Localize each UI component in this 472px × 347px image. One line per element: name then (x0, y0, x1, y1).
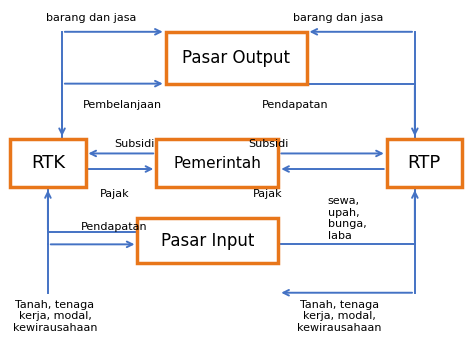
Text: Pendapatan: Pendapatan (262, 100, 329, 110)
Text: Tanah, tenaga
kerja, modal,
kewirausahaan: Tanah, tenaga kerja, modal, kewirausahaa… (297, 300, 382, 333)
FancyBboxPatch shape (137, 218, 278, 263)
FancyBboxPatch shape (166, 32, 307, 84)
Text: Pajak: Pajak (253, 189, 282, 199)
FancyBboxPatch shape (156, 139, 278, 187)
Text: Tanah, tenaga
kerja, modal,
kewirausahaan: Tanah, tenaga kerja, modal, kewirausahaa… (13, 300, 97, 333)
Text: Pasar Input: Pasar Input (161, 232, 254, 250)
Text: barang dan jasa: barang dan jasa (293, 13, 383, 23)
Text: Pendapatan: Pendapatan (81, 222, 147, 232)
FancyBboxPatch shape (387, 139, 462, 187)
Text: Subsidi: Subsidi (248, 138, 288, 149)
Text: Pajak: Pajak (100, 189, 129, 199)
Text: Pasar Output: Pasar Output (182, 49, 290, 67)
Text: Pembelanjaan: Pembelanjaan (83, 100, 162, 110)
Text: RTP: RTP (408, 154, 441, 172)
Text: barang dan jasa: barang dan jasa (46, 13, 136, 23)
FancyBboxPatch shape (10, 139, 85, 187)
Text: Subsidi: Subsidi (114, 138, 154, 149)
Text: RTK: RTK (31, 154, 65, 172)
Text: Pemerintah: Pemerintah (173, 156, 261, 171)
Text: sewa,
upah,
bunga,
laba: sewa, upah, bunga, laba (328, 196, 367, 241)
